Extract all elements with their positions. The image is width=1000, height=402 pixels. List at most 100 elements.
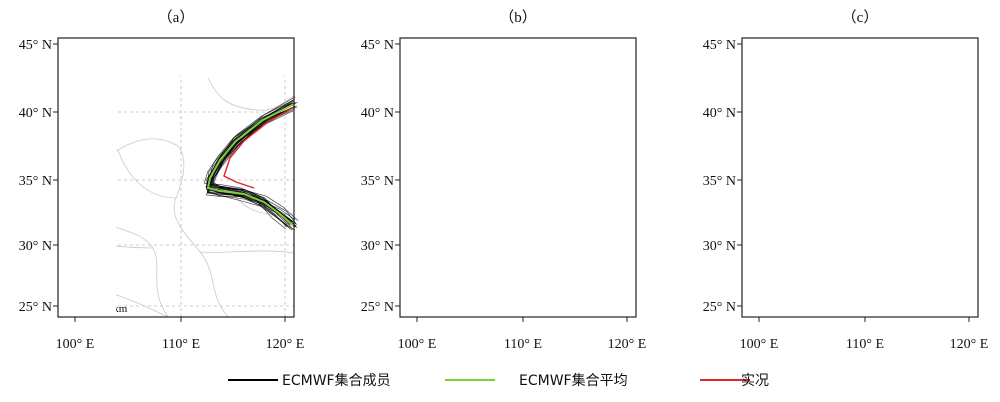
ensemble-member-track xyxy=(838,66,971,260)
ensemble-member-track xyxy=(538,73,645,276)
ensemble-member-track xyxy=(205,104,298,226)
ensemble-member-track xyxy=(537,69,639,280)
ensemble-member-track xyxy=(824,80,989,255)
ensemble-member-track xyxy=(526,77,644,275)
ensemble-member-track xyxy=(819,67,990,267)
observed-track xyxy=(938,103,978,180)
ensemble-member-track xyxy=(540,70,633,277)
legend: ECMWF集合成员 ECMWF集合平均 实况 xyxy=(228,372,769,389)
lon-tick-label: 110° E xyxy=(846,337,884,352)
ensemble-member-track xyxy=(830,60,985,276)
ensemble-member-track xyxy=(834,66,977,255)
observed-track xyxy=(223,106,295,189)
ensemble-member-track xyxy=(816,90,994,245)
ensemble-member-track xyxy=(834,66,982,263)
lat-tick-label: 45° N xyxy=(19,38,52,53)
lon-tick-label: 120° E xyxy=(950,337,989,352)
ensemble-member-track xyxy=(833,73,977,255)
ensemble-member-track xyxy=(538,74,629,277)
ensemble-member-track xyxy=(839,90,979,239)
ensemble-member-track xyxy=(814,78,994,259)
lat-tick-label: 45° N xyxy=(361,38,394,53)
ensemble-member-track xyxy=(829,78,990,251)
ensemble-member-track xyxy=(829,74,976,246)
ensemble-member-track xyxy=(837,64,963,259)
lat-tick-label: 25° N xyxy=(361,300,394,315)
map-frame xyxy=(399,37,637,318)
ensemble-member-track xyxy=(840,94,981,235)
ensemble-member-track xyxy=(832,75,980,257)
ensemble-member-track xyxy=(532,67,641,280)
ensemble-member-track xyxy=(818,83,989,245)
ensemble-member-track xyxy=(535,71,641,282)
ensemble-member-track xyxy=(538,66,637,273)
ensemble-member-track xyxy=(533,76,632,279)
ensemble-member-track xyxy=(836,75,971,258)
ensemble-mean-track xyxy=(828,58,978,258)
map-panel-a: 0 400 km 45° N 40° N 35° N 30° N 25° N 100° E 11… xyxy=(19,9,305,352)
ensemble-member-track xyxy=(528,65,646,286)
map-frame xyxy=(57,37,295,318)
ensemble-member-track xyxy=(841,85,985,234)
ensemble-member-track xyxy=(829,73,986,259)
ensemble-member-track xyxy=(522,70,640,280)
ensemble-member-track xyxy=(852,58,980,269)
ensemble-member-track xyxy=(826,79,979,254)
scale-bar: 0 400 km xyxy=(752,294,812,315)
lat-tick-label: 45° N xyxy=(703,38,736,53)
observed-track xyxy=(560,84,636,188)
ensemble-member-track xyxy=(531,73,636,270)
ensemble-member-track xyxy=(821,75,990,249)
ensemble-member-track xyxy=(534,69,631,277)
lat-tick-label: 40° N xyxy=(19,106,52,121)
scale-bar: 0 400 km xyxy=(68,303,128,315)
ensemble-member-track xyxy=(533,67,638,279)
ensemble-member-track xyxy=(807,93,992,239)
scale-start-label: 0 xyxy=(68,303,74,315)
ensemble-member-track xyxy=(845,68,978,269)
ensemble-member-track xyxy=(835,74,980,254)
ensemble-member-track xyxy=(531,69,630,279)
ensemble-member-track xyxy=(818,72,986,258)
lon-tick-label: 100° E xyxy=(740,337,779,352)
ensemble-member-track xyxy=(532,72,632,288)
ensemble-member-track xyxy=(852,69,967,260)
lon-tick-label: 110° E xyxy=(504,337,542,352)
lon-tick-label: 120° E xyxy=(608,337,647,352)
ensemble-member-track xyxy=(828,64,994,261)
ensemble-member-track xyxy=(827,76,990,258)
ensemble-member-track xyxy=(821,74,980,257)
ensemble-member-track xyxy=(543,69,638,280)
ensemble-member-track xyxy=(833,83,983,249)
ensemble-member-track xyxy=(536,70,636,280)
position-marker xyxy=(908,164,924,180)
ensemble-member-track xyxy=(535,68,639,285)
ensemble-member-track xyxy=(529,77,633,276)
scale-start-label: 0 xyxy=(410,303,416,315)
map-frame xyxy=(741,37,979,318)
ensemble-member-track xyxy=(825,67,978,265)
lat-tick-label: 40° N xyxy=(703,106,736,121)
ensemble-member-track xyxy=(540,71,642,282)
ensemble-member-track xyxy=(819,83,999,251)
ensemble-member-track xyxy=(534,68,634,278)
ensemble-member-track xyxy=(533,75,640,271)
lat-tick-label: 30° N xyxy=(19,239,52,254)
ensemble-member-track xyxy=(824,71,974,267)
ensemble-member-track xyxy=(538,68,632,283)
position-marker xyxy=(570,200,586,216)
legend-label: 实况 xyxy=(741,373,769,389)
ensemble-member-track xyxy=(814,63,992,269)
ensemble-member-track xyxy=(828,71,981,259)
ensemble-member-track xyxy=(836,72,976,266)
lon-tick-label: 100° E xyxy=(56,337,95,352)
ensemble-member-track xyxy=(835,59,973,265)
lat-tick-label: 35° N xyxy=(703,174,736,189)
scale-end-label: 400 km xyxy=(94,303,128,315)
ensemble-member-track xyxy=(532,71,638,273)
lat-tick-label: 35° N xyxy=(19,174,52,189)
lat-tick-label: 40° N xyxy=(361,106,394,121)
ensemble-mean-track xyxy=(206,103,295,227)
legend-label: ECMWF集合成员 xyxy=(282,372,391,389)
